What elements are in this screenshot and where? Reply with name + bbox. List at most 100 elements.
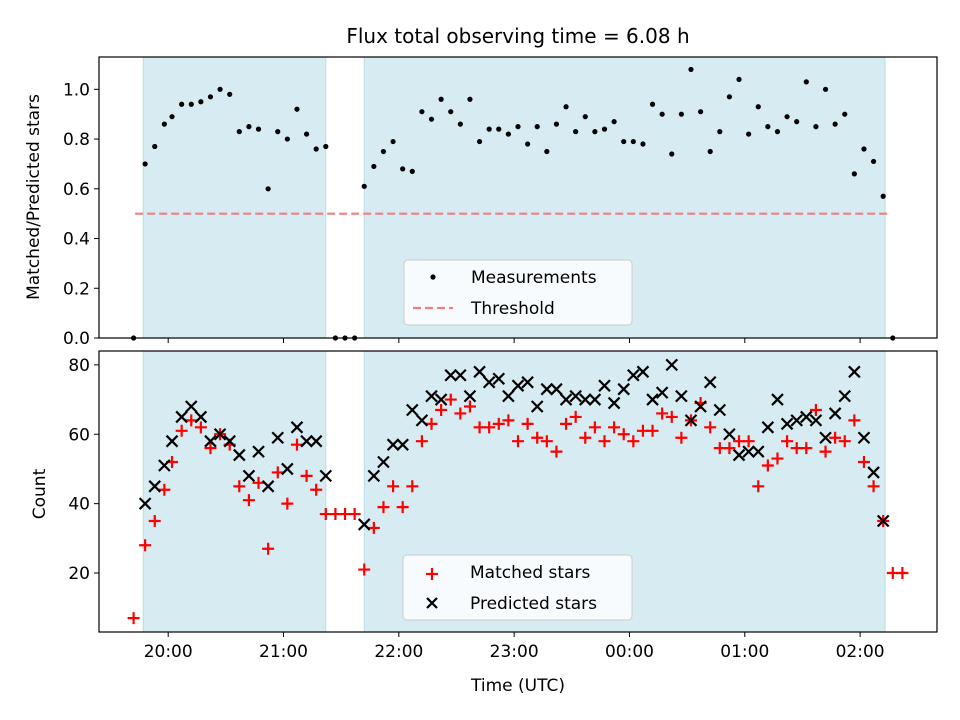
ratio-axes-frame: [98, 56, 938, 339]
measurement-point: [563, 104, 569, 110]
predicted-stars-point: [655, 386, 669, 399]
measurement-point: [582, 114, 588, 120]
y-tick-label: 0.2: [63, 279, 90, 299]
predicted-stars-point: [158, 459, 171, 472]
predicted-stars-point: [713, 403, 727, 417]
predicted-stars-point: [357, 518, 371, 531]
predicted-stars-point: [309, 434, 323, 448]
matched-stars-point: [454, 407, 467, 420]
matched-stars-point: [867, 480, 880, 493]
measurement-point: [765, 124, 771, 130]
predicted-stars-point: [578, 393, 592, 406]
y-tick-label: 20: [68, 564, 90, 584]
matched-stars-point: [540, 435, 553, 448]
matched-legend-label: Matched stars: [470, 563, 590, 583]
measurement-point: [284, 136, 290, 142]
ratio-x-ticks: [167, 338, 861, 343]
measurement-point: [736, 76, 742, 82]
measurement-point: [621, 138, 627, 145]
predicted-stars-point: [521, 375, 534, 389]
matched-stars-point: [406, 480, 419, 493]
predicted-stars-point: [800, 410, 813, 424]
predicted-stars-point: [463, 389, 477, 403]
predicted-stars-point: [204, 434, 217, 448]
matched-stars-point: [262, 542, 275, 555]
predicted-stars-point: [396, 438, 409, 451]
matched-stars-point: [704, 421, 717, 434]
measurement-point: [409, 168, 415, 174]
measurement-point: [861, 146, 867, 152]
predicted-stars-point: [607, 396, 621, 410]
predicted-stars-point: [319, 469, 333, 483]
measurements-legend-label: Measurements: [471, 268, 597, 288]
predicted-stars-point: [703, 375, 717, 389]
measurement-point: [313, 146, 319, 152]
measurement-point: [717, 129, 723, 135]
predicted-stars-point: [271, 431, 285, 445]
measurement-point: [870, 158, 877, 165]
measurement-point: [255, 126, 262, 132]
predicted-stars-point: [406, 403, 419, 417]
y-tick-label: 0.8: [63, 130, 90, 150]
ratio-legend: Measurements Threshold: [403, 259, 633, 326]
matched-stars-point: [521, 417, 534, 430]
predicted-stars-point: [492, 372, 506, 386]
predicted-stars-point: [684, 414, 698, 427]
matched-stars-point: [492, 417, 505, 430]
measurement-point: [822, 86, 829, 92]
predicted-stars-point: [175, 410, 188, 424]
predicted-stars-point: [819, 431, 832, 445]
y-tick-label: 60: [68, 425, 90, 445]
predicted-stars-point: [867, 466, 880, 479]
x-tick-label: 21:00: [259, 642, 308, 662]
matched-stars-point: [281, 497, 294, 510]
measurement-point: [659, 111, 665, 117]
measurement-point: [649, 101, 656, 107]
measurement-point: [842, 111, 848, 117]
measurement-point: [505, 131, 511, 137]
matched-stars-point: [838, 435, 851, 448]
predicted-stars-point: [694, 400, 707, 413]
measurement-point: [265, 186, 271, 192]
count-legend-box: [402, 554, 633, 621]
matched-stars-point: [444, 393, 457, 406]
count-markers: [127, 358, 909, 625]
matched-stars-point: [665, 410, 678, 423]
x-tick-label: 01:00: [720, 642, 769, 662]
matched-stars-point: [377, 501, 390, 514]
y-tick-label: 0.4: [63, 230, 90, 250]
matched-stars-point: [761, 459, 774, 472]
count-y-label: Count: [30, 468, 50, 519]
predicted-stars-point: [751, 445, 765, 458]
matched-stars-point: [290, 438, 303, 451]
count-panel: 20 40 60 80 20:00 21:00 22:00 23:00 00:00 01:00 0…: [30, 350, 938, 696]
count-legend: Matched stars Predicted stars: [402, 554, 633, 621]
measurement-point: [525, 141, 531, 147]
predicted-stars-point: [290, 421, 304, 434]
measurement-point: [496, 126, 502, 132]
predicted-stars-point: [723, 427, 736, 441]
predicted-stars-point: [598, 379, 611, 392]
measurement-point: [467, 96, 473, 102]
measurement-point: [688, 66, 694, 73]
matched-stars-point: [627, 435, 640, 448]
predicted-stars-point: [415, 414, 429, 427]
measurement-point: [294, 106, 300, 112]
predicted-stars-point: [742, 445, 755, 458]
predicted-stars-point: [588, 393, 602, 406]
measurement-point: [813, 124, 819, 130]
measurement-point: [152, 143, 158, 150]
measurement-point: [640, 141, 646, 147]
predicted-stars-point: [569, 389, 582, 403]
x-tick-label: 00:00: [605, 642, 654, 662]
measurement-point: [880, 193, 886, 199]
measurement-point: [515, 124, 521, 130]
predicted-stars-point: [502, 389, 515, 403]
predicted-stars-point: [194, 410, 208, 424]
predicted-stars-point: [242, 469, 256, 483]
measurement-point: [361, 183, 367, 189]
predicted-legend-marker: [426, 597, 438, 609]
measurement-point: [457, 121, 463, 127]
matched-stars-point: [742, 435, 755, 448]
ratio-legend-box: [403, 259, 633, 326]
